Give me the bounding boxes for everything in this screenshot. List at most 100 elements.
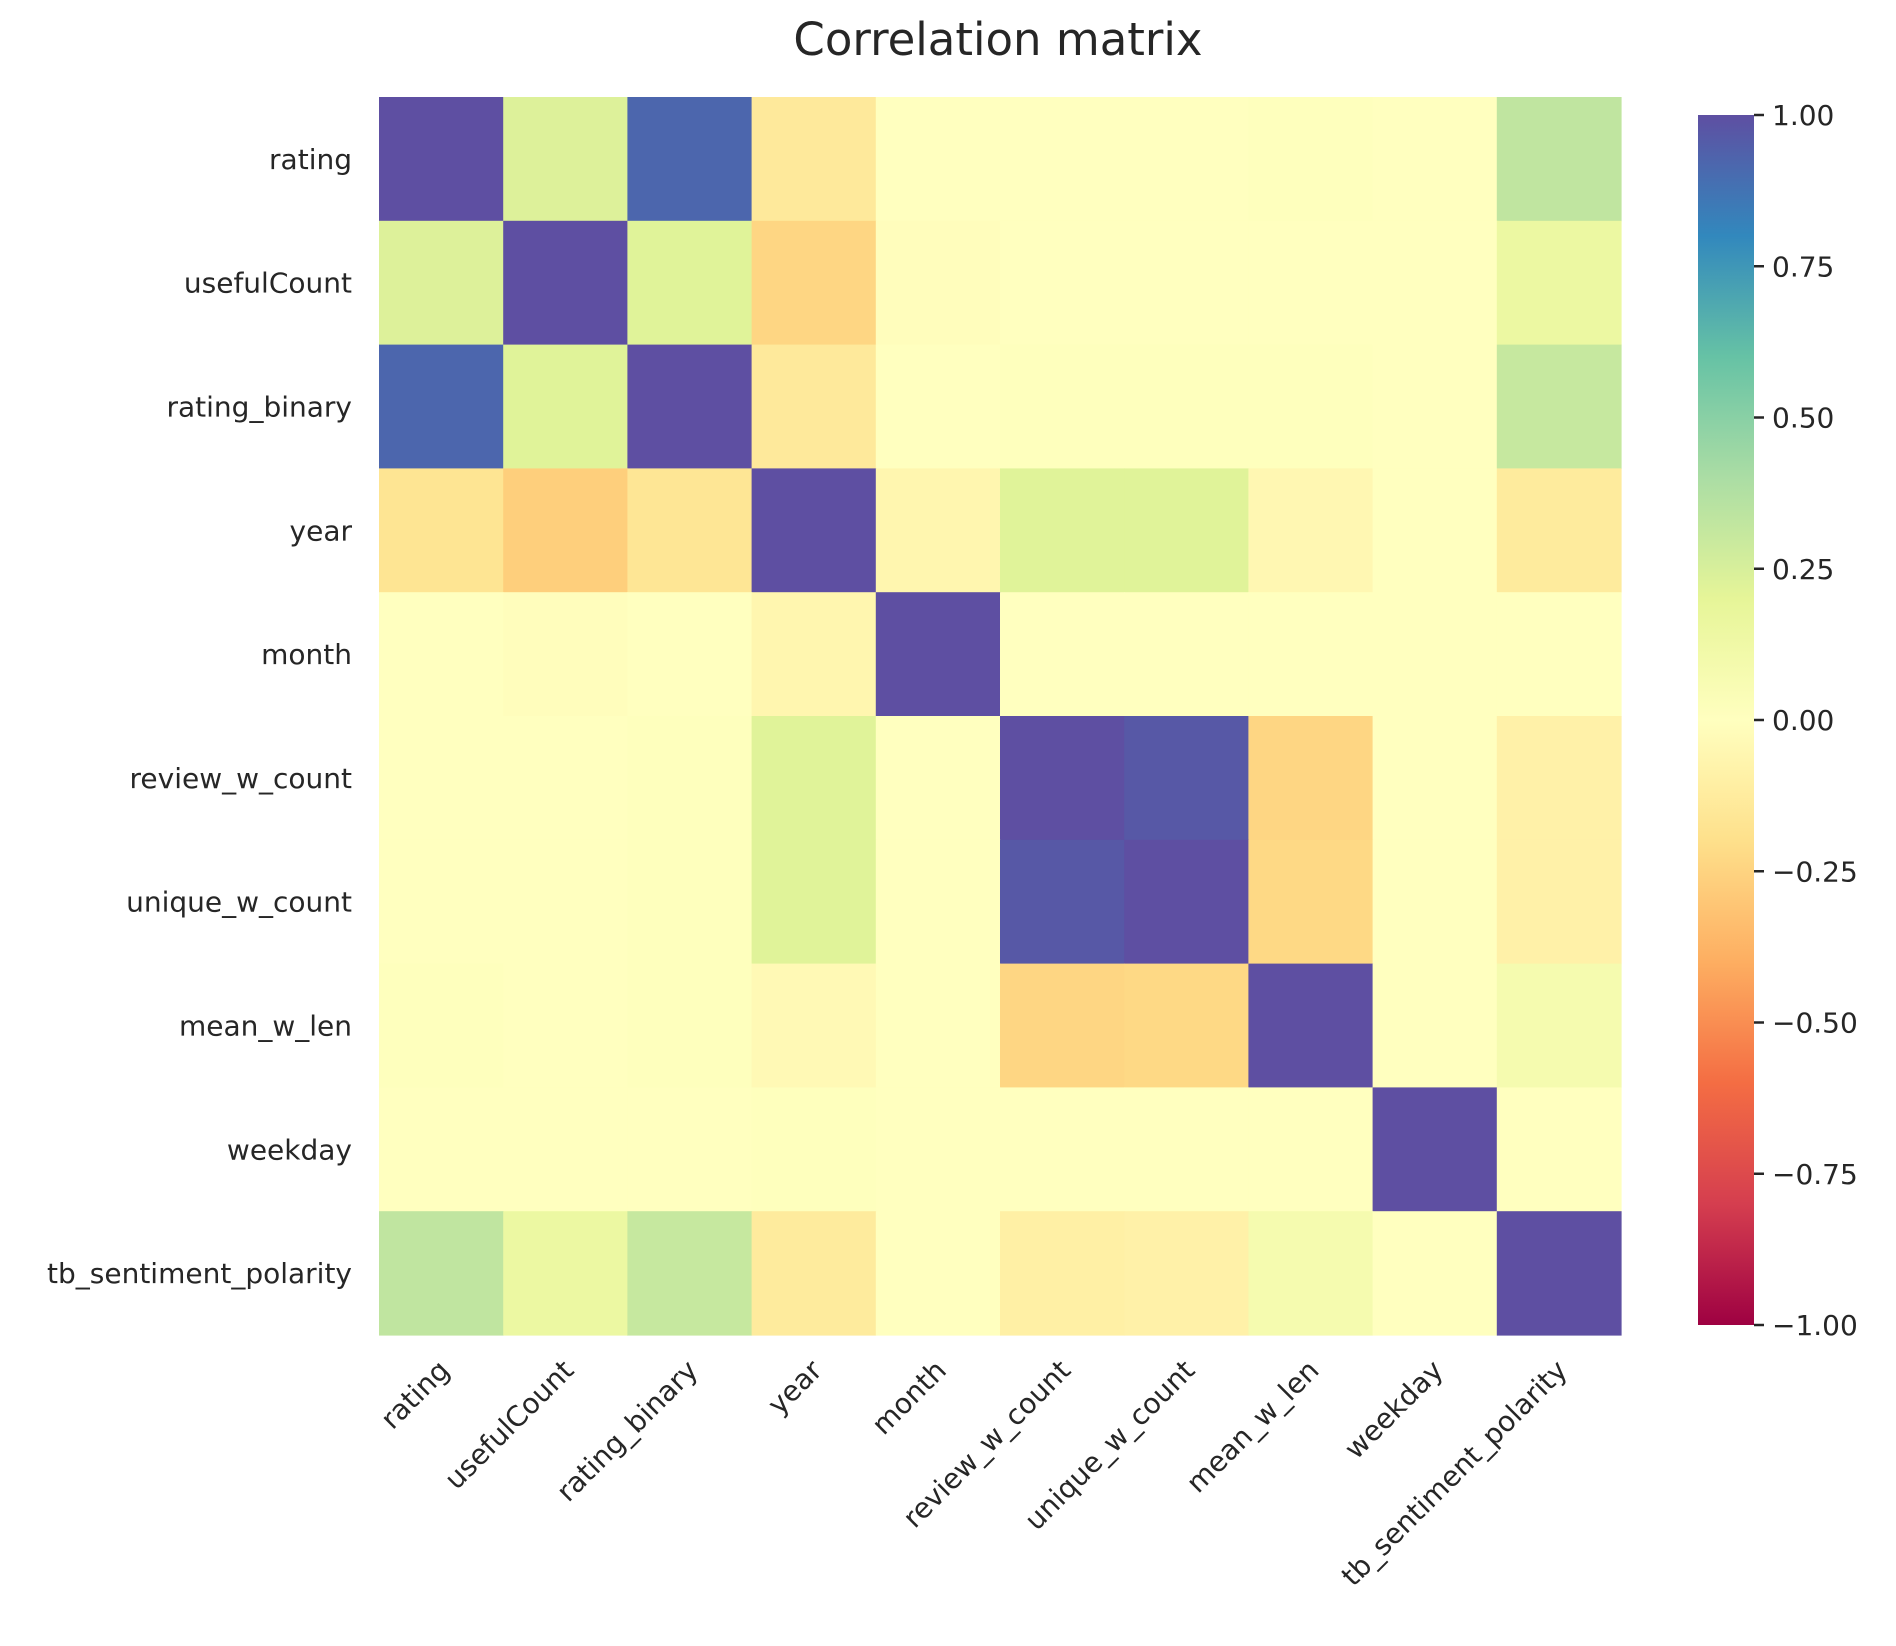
heatmap-cell-month-rating bbox=[379, 592, 504, 717]
heatmap-cell-rating_binary-usefulCount bbox=[503, 344, 628, 469]
heatmap-cell-rating-rating bbox=[379, 97, 504, 222]
heatmap-cell-unique_w_count-usefulCount bbox=[503, 839, 628, 965]
y-tick-label-usefulCount: usefulCount bbox=[184, 267, 352, 300]
heatmap-cell-tb_sentiment_polarity-review_w_count bbox=[1000, 1211, 1125, 1336]
heatmap-cell-unique_w_count-month bbox=[875, 839, 1001, 965]
y-tick-label-unique_w_count: unique_w_count bbox=[126, 886, 352, 919]
heatmap-cell-weekday-rating_binary bbox=[627, 1087, 753, 1212]
colorbar-tick-label: −0.25 bbox=[1772, 855, 1858, 888]
heatmap-cell-usefulCount-rating_binary bbox=[627, 220, 753, 346]
heatmap-cell-year-mean_w_len bbox=[1248, 468, 1374, 593]
heatmap-cell-unique_w_count-rating_binary bbox=[627, 839, 753, 965]
heatmap-cell-weekday-year bbox=[751, 1087, 877, 1212]
heatmap-cell-month-tb_sentiment_polarity bbox=[1496, 592, 1622, 717]
x-tick-label-month: month bbox=[865, 1354, 953, 1442]
colorbar-ticks: 1.00 0.75 0.50 0.25 0.00 −0.25 −0.50 −0.75 −1.00 bbox=[1754, 99, 1858, 1342]
heatmap-cell-rating-usefulCount bbox=[503, 97, 628, 222]
heatmap-cell-month-usefulCount bbox=[503, 592, 628, 717]
heatmap-cell-usefulCount-year bbox=[751, 220, 877, 346]
x-tick-label-rating: rating bbox=[374, 1354, 456, 1436]
heatmap-cells bbox=[379, 97, 1622, 1336]
heatmap-cell-tb_sentiment_polarity-unique_w_count bbox=[1124, 1211, 1249, 1336]
heatmap-cell-tb_sentiment_polarity-mean_w_len bbox=[1248, 1211, 1374, 1336]
heatmap-cell-usefulCount-tb_sentiment_polarity bbox=[1496, 220, 1622, 346]
heatmap-cell-review_w_count-unique_w_count bbox=[1124, 716, 1249, 841]
heatmap-cell-review_w_count-month bbox=[875, 716, 1001, 841]
heatmap-cell-usefulCount-usefulCount bbox=[503, 220, 628, 346]
heatmap-cell-rating_binary-review_w_count bbox=[1000, 344, 1125, 469]
heatmap-cell-year-rating bbox=[379, 468, 504, 593]
heatmap-cell-rating-weekday bbox=[1372, 97, 1498, 222]
colorbar-tick-label: 0.75 bbox=[1772, 250, 1834, 283]
heatmap-cell-review_w_count-year bbox=[751, 716, 877, 841]
heatmap-cell-unique_w_count-year bbox=[751, 839, 877, 965]
heatmap-cell-weekday-review_w_count bbox=[1000, 1087, 1125, 1212]
heatmap-cell-mean_w_len-year bbox=[751, 963, 877, 1088]
colorbar-tick-label: −1.00 bbox=[1772, 1309, 1858, 1342]
heatmap-cell-usefulCount-unique_w_count bbox=[1124, 220, 1249, 346]
heatmap-cell-mean_w_len-mean_w_len bbox=[1248, 963, 1374, 1088]
y-tick-label-weekday: weekday bbox=[227, 1133, 352, 1166]
colorbar-tick-label: −0.75 bbox=[1772, 1158, 1858, 1191]
heatmap-cell-tb_sentiment_polarity-year bbox=[751, 1211, 877, 1336]
heatmap-cell-rating-review_w_count bbox=[1000, 97, 1125, 222]
heatmap-cell-weekday-mean_w_len bbox=[1248, 1087, 1374, 1212]
y-tick-label-rating_binary: rating_binary bbox=[167, 391, 353, 424]
heatmap-cell-tb_sentiment_polarity-weekday bbox=[1372, 1211, 1498, 1336]
heatmap-cell-rating_binary-weekday bbox=[1372, 344, 1498, 469]
heatmap-cell-rating-tb_sentiment_polarity bbox=[1496, 97, 1622, 222]
heatmap-cell-tb_sentiment_polarity-month bbox=[875, 1211, 1001, 1336]
heatmap-cell-rating-mean_w_len bbox=[1248, 97, 1374, 222]
heatmap-cell-weekday-weekday bbox=[1372, 1087, 1498, 1212]
heatmap-cell-month-review_w_count bbox=[1000, 592, 1125, 717]
y-tick-label-month: month bbox=[261, 638, 352, 671]
heatmap-cell-usefulCount-review_w_count bbox=[1000, 220, 1125, 346]
heatmap-cell-unique_w_count-tb_sentiment_polarity bbox=[1496, 839, 1622, 965]
heatmap-cell-usefulCount-mean_w_len bbox=[1248, 220, 1374, 346]
heatmap-cell-rating_binary-mean_w_len bbox=[1248, 344, 1374, 469]
y-tick-label-year: year bbox=[290, 514, 353, 547]
heatmap-cell-year-review_w_count bbox=[1000, 468, 1125, 593]
heatmap-cell-month-year bbox=[751, 592, 877, 717]
heatmap-cell-review_w_count-weekday bbox=[1372, 716, 1498, 841]
heatmap-cell-year-tb_sentiment_polarity bbox=[1496, 468, 1622, 593]
colorbar-tick-label: 0.00 bbox=[1772, 704, 1834, 737]
heatmap-cell-mean_w_len-usefulCount bbox=[503, 963, 628, 1088]
colorbar-tick-label: 0.25 bbox=[1772, 553, 1834, 586]
heatmap-cell-year-month bbox=[875, 468, 1001, 593]
heatmap-cell-rating_binary-year bbox=[751, 344, 877, 469]
heatmap-cell-review_w_count-rating bbox=[379, 716, 504, 841]
heatmap-cell-usefulCount-month bbox=[875, 220, 1001, 346]
heatmap-cell-mean_w_len-review_w_count bbox=[1000, 963, 1125, 1088]
heatmap-cell-year-unique_w_count bbox=[1124, 468, 1249, 593]
colorbar-tick-label: −0.50 bbox=[1772, 1007, 1858, 1040]
heatmap-cell-month-weekday bbox=[1372, 592, 1498, 717]
heatmap-cell-mean_w_len-unique_w_count bbox=[1124, 963, 1249, 1088]
x-tick-label-weekday: weekday bbox=[1338, 1354, 1450, 1466]
y-tick-label-review_w_count: review_w_count bbox=[130, 762, 353, 795]
heatmap-cell-usefulCount-weekday bbox=[1372, 220, 1498, 346]
heatmap-cell-year-weekday bbox=[1372, 468, 1498, 593]
heatmap-cell-rating_binary-rating_binary bbox=[627, 344, 753, 469]
x-tick-label-tb_sentiment_polarity: tb_sentiment_polarity bbox=[1335, 1354, 1574, 1593]
heatmap-cell-tb_sentiment_polarity-usefulCount bbox=[503, 1211, 628, 1336]
heatmap-cell-unique_w_count-review_w_count bbox=[1000, 839, 1125, 965]
heatmap-cell-weekday-unique_w_count bbox=[1124, 1087, 1249, 1212]
heatmap-cell-weekday-usefulCount bbox=[503, 1087, 628, 1212]
x-tick-label-year: year bbox=[761, 1353, 829, 1421]
heatmap-cell-year-year bbox=[751, 468, 877, 593]
heatmap-cell-month-month bbox=[875, 592, 1001, 717]
heatmap-cell-month-unique_w_count bbox=[1124, 592, 1249, 717]
heatmap-cell-rating-month bbox=[875, 97, 1001, 222]
heatmap-cell-tb_sentiment_polarity-rating_binary bbox=[627, 1211, 753, 1336]
heatmap-cell-year-rating_binary bbox=[627, 468, 753, 593]
heatmap-cell-mean_w_len-weekday bbox=[1372, 963, 1498, 1088]
heatmap-cell-mean_w_len-month bbox=[875, 963, 1001, 1088]
x-tick-label-mean_w_len: mean_w_len bbox=[1180, 1354, 1326, 1500]
y-tick-label-mean_w_len: mean_w_len bbox=[179, 1010, 352, 1043]
heatmap-cell-review_w_count-usefulCount bbox=[503, 716, 628, 841]
